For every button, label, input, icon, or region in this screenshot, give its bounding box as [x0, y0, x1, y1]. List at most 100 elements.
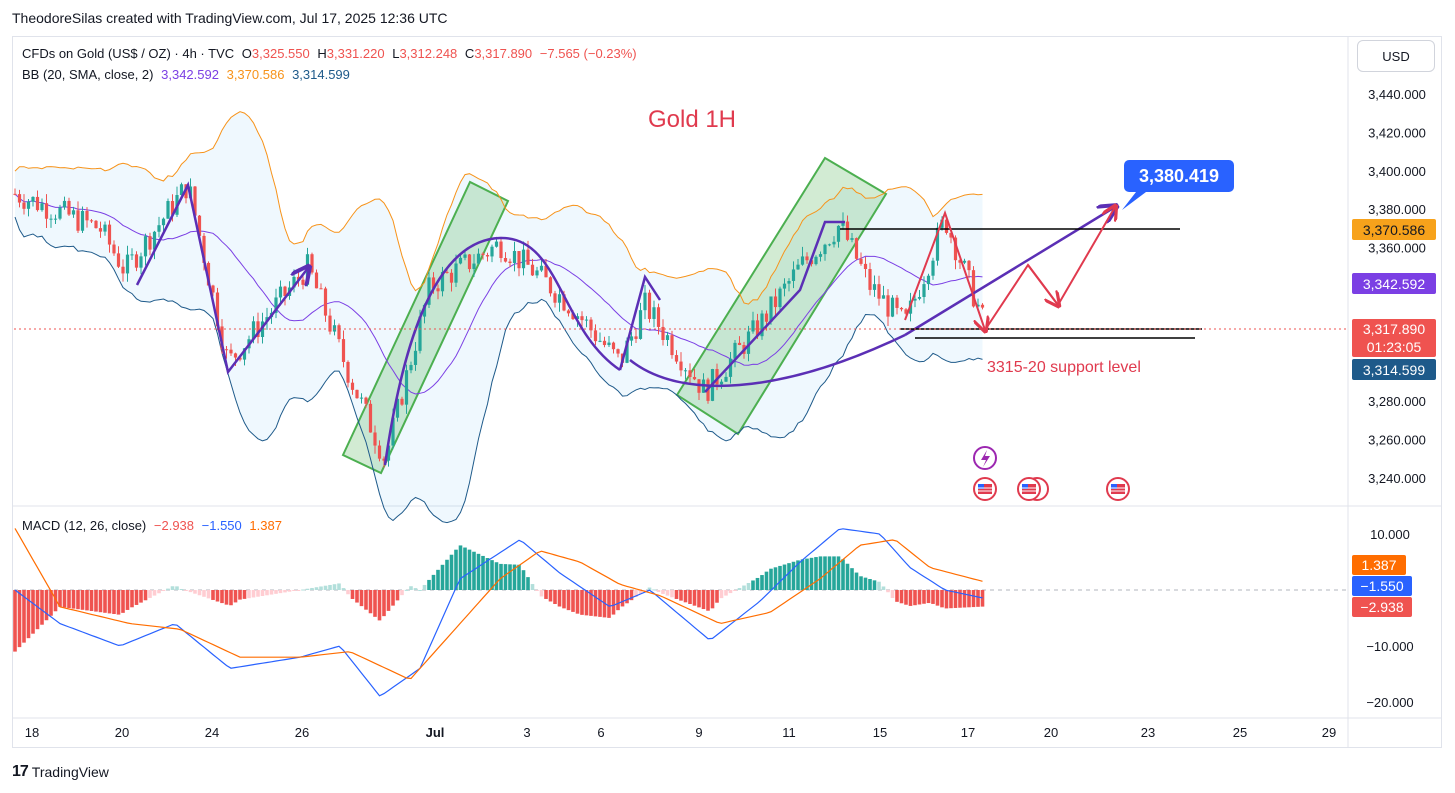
badge-last-price: 3,317.890: [1363, 321, 1425, 337]
bb-legend[interactable]: BB (20, SMA, close, 2) 3,342.592 3,370.5…: [22, 67, 354, 82]
macd-histogram-bar: [688, 590, 692, 604]
bb-upper-line: [14, 111, 983, 305]
macd-histogram-bar: [301, 589, 305, 591]
symbol-name: CFDs on Gold (US$ / OZ) · 4h · TVC: [22, 46, 235, 61]
macd-histogram-bar: [116, 590, 121, 615]
macd-histogram-bar: [296, 590, 301, 591]
ohlc-high: 3,331.220: [326, 46, 385, 61]
macd-histogram-bar: [881, 586, 886, 590]
candle: [656, 303, 661, 335]
candle: [404, 364, 409, 414]
price-axis-tick: 3,260.000: [1368, 433, 1426, 448]
time-axis-tick: 24: [205, 725, 219, 740]
macd-histogram-bar: [134, 590, 139, 605]
macd-signal-value: 1.387: [249, 518, 282, 533]
candle: [481, 252, 485, 260]
macd-histogram-bar: [76, 590, 80, 610]
macd-histogram-bar: [710, 590, 715, 609]
badge-bb-basis: 3,342.592: [1363, 276, 1425, 292]
macd-histogram-bar: [773, 567, 778, 590]
target-price-label: 3,380.419: [1139, 166, 1219, 186]
macd-histogram-bar: [143, 590, 148, 601]
bb-lower-value: 3,314.599: [292, 67, 350, 82]
macd-histogram-bar: [539, 590, 544, 597]
macd-histogram-bar: [872, 580, 877, 590]
target-price-callout[interactable]: 3,380.419: [1122, 160, 1234, 210]
macd-histogram-bar: [170, 586, 175, 590]
macd-histogram-bar: [679, 590, 683, 601]
macd-histogram-bar: [238, 590, 242, 600]
macd-histogram-bar: [80, 590, 85, 610]
macd-histogram-bar: [341, 588, 346, 590]
macd-histogram-bar: [166, 588, 170, 590]
macd-histogram-bar: [125, 590, 130, 610]
macd-histogram-bar: [265, 590, 269, 596]
macd-histogram-bar: [409, 586, 413, 590]
macd-histogram-bar: [400, 590, 404, 596]
macd-histogram-bar: [611, 590, 616, 615]
macd-histogram-bar: [593, 590, 598, 617]
macd-histogram-bar: [674, 590, 679, 599]
candle: [544, 258, 548, 278]
macd-histogram-bar: [418, 590, 422, 591]
time-axis-tick: 20: [115, 725, 129, 740]
macd-histogram-bar: [485, 558, 490, 590]
brand-name: TradingView: [31, 764, 109, 780]
bb-basis-line: [14, 193, 983, 395]
macd-histogram-bar: [877, 581, 881, 590]
macd-histogram-bar: [103, 590, 107, 613]
macd-histogram-bar: [715, 590, 719, 603]
ohlc-close: 3,317.890: [474, 46, 533, 61]
macd-legend[interactable]: MACD (12, 26, close) −2.938 −1.550 1.387: [22, 518, 286, 533]
candle: [332, 319, 337, 336]
candle: [580, 311, 584, 329]
macd-histogram-bar: [292, 590, 296, 591]
candle: [611, 341, 616, 354]
macd-histogram-bar: [935, 590, 940, 606]
macd-histogram-bar: [139, 590, 143, 603]
macd-histogram-bar: [719, 590, 724, 599]
us-flag-event-icon: [1106, 477, 1130, 501]
macd-histogram-bar: [530, 584, 535, 590]
macd-histogram-bar: [827, 556, 832, 590]
candle: [463, 251, 467, 261]
macd-histogram-bar: [661, 590, 665, 594]
candle: [751, 311, 755, 334]
macd-histogram-bar: [440, 564, 445, 590]
attribution: TheodoreSilas created with TradingView.c…: [12, 10, 448, 26]
candle: [967, 260, 971, 279]
macd-histogram-bar: [746, 583, 751, 590]
cup-curve-bottom: [629, 333, 906, 388]
candle: [566, 309, 571, 317]
drawings[interactable]: [14, 181, 1348, 466]
macd-histogram-bar: [346, 590, 350, 595]
bb-fill-area: [15, 111, 983, 523]
macd-histogram-bar: [197, 590, 202, 596]
macd-histogram-bar: [521, 570, 526, 590]
candle: [359, 393, 364, 404]
candle: [557, 289, 562, 312]
candle: [17, 189, 22, 208]
projection-arrow: [1027, 264, 1058, 305]
macd-histogram-bar: [791, 561, 796, 590]
candle: [85, 207, 89, 228]
footer-brand[interactable]: 17 TradingView: [12, 763, 109, 781]
zigzag-wave-1: [135, 181, 308, 375]
macd-histogram-bar: [211, 590, 215, 600]
economic-event-icons[interactable]: [973, 446, 1130, 501]
macd-histogram-bar: [337, 583, 341, 590]
price-axis-tick: 3,360.000: [1368, 241, 1426, 256]
candle: [440, 266, 445, 297]
candle: [139, 252, 143, 275]
symbol-legend[interactable]: CFDs on Gold (US$ / OZ) · 4h · TVC O3,32…: [22, 46, 637, 61]
candle: [508, 258, 512, 268]
macd-histogram-bar: [260, 590, 265, 596]
time-axis-tick: 29: [1322, 725, 1336, 740]
candle: [377, 440, 382, 462]
candle: [134, 251, 139, 272]
candle: [328, 308, 332, 335]
macd-histogram-bar: [868, 579, 872, 590]
candle: [112, 240, 116, 256]
currency-button[interactable]: USD: [1357, 40, 1435, 72]
